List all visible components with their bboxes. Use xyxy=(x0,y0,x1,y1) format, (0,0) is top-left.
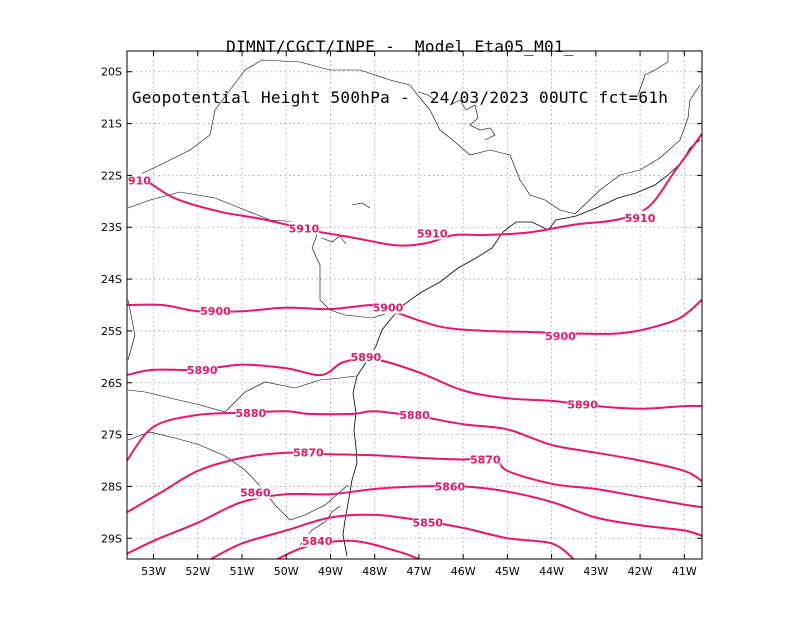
x-tick-label: 50W xyxy=(274,565,299,578)
contour-label: 5890 xyxy=(567,399,598,412)
y-tick-label: 29S xyxy=(101,532,122,545)
y-tick-label: 25S xyxy=(101,325,122,338)
x-tick-label: 48W xyxy=(362,565,387,578)
contour-label: 5860 xyxy=(435,480,466,493)
title-line-1: DIMNT/CGCT/INPE - Model Eta05_M01_ xyxy=(226,37,574,56)
contour-label: 5890 xyxy=(187,364,218,377)
x-tick-label: 44W xyxy=(539,565,564,578)
contour-label: 5870 xyxy=(293,447,324,460)
x-tick-label: 43W xyxy=(583,565,608,578)
y-axis: 20S 21S 22S 23S 24S 25S 26S 27S 28S 29S xyxy=(101,66,702,545)
y-tick-label: 22S xyxy=(101,169,122,182)
x-tick-label: 49W xyxy=(318,565,343,578)
contour-label: 5910 xyxy=(625,212,656,225)
contour-label: 5900 xyxy=(545,330,576,343)
contour-label: 5890 xyxy=(351,351,382,364)
x-tick-label: 51W xyxy=(230,565,255,578)
x-tick-label: 52W xyxy=(185,565,210,578)
contour-label-bg xyxy=(200,304,231,318)
geopotential-contours xyxy=(126,133,703,560)
plot-frame xyxy=(126,50,703,560)
contour-5870 xyxy=(126,451,703,514)
contour-label-bg xyxy=(293,445,324,459)
contour-label-bg xyxy=(240,485,271,499)
contour-label-bg xyxy=(288,221,319,235)
x-tick-label: 47W xyxy=(406,565,431,578)
contour-5850 xyxy=(210,513,575,560)
y-tick-label: 21S xyxy=(101,118,122,131)
x-tick-label: 45W xyxy=(495,565,520,578)
state-border-mg-es xyxy=(637,52,669,96)
reservoir xyxy=(321,91,496,245)
contour-5890 xyxy=(126,357,703,410)
state-border-pr-sc xyxy=(127,375,357,413)
contour-label-bg xyxy=(470,452,501,466)
contour-label: 5900 xyxy=(200,305,231,318)
plot-title: DIMNT/CGCT/INPE - Model Eta05_M01_ Geopo… xyxy=(0,4,800,123)
contour-label-bg xyxy=(625,210,656,224)
contour-5840 xyxy=(276,539,420,560)
contour-label-bg xyxy=(235,405,266,419)
contour-5880 xyxy=(126,410,703,483)
x-tick-label: 42W xyxy=(628,565,653,578)
contour-5910 xyxy=(126,133,703,247)
title-line-2: Geopotential Height 500hPa - 24/03/2023 … xyxy=(131,88,669,107)
y-tick-label: 27S xyxy=(101,429,122,442)
state-border-sc-rs xyxy=(127,431,349,521)
coastline xyxy=(342,139,701,557)
contour-label: 5870 xyxy=(470,453,501,466)
contour-label-bg xyxy=(350,349,381,363)
state-border-mg-rj xyxy=(574,84,701,215)
y-tick-label: 26S xyxy=(101,377,122,390)
x-tick-label: 41W xyxy=(672,565,697,578)
y-tick-label: 23S xyxy=(101,221,122,234)
state-border-sp-mg xyxy=(127,59,576,215)
contour-label-bg xyxy=(567,397,598,411)
contour-label: 5900 xyxy=(373,302,404,315)
contour-label: 5860 xyxy=(240,487,271,500)
contour-label-bg xyxy=(187,362,218,376)
contour-5860 xyxy=(126,484,703,555)
contour-label-bg xyxy=(127,173,150,187)
contour-label-bg xyxy=(399,407,430,421)
contour-label-bg xyxy=(545,329,576,343)
coastline-and-borders xyxy=(127,52,701,557)
contour-label-bg xyxy=(302,533,333,547)
contour-label-bg xyxy=(372,300,403,314)
country-border-paraguay xyxy=(127,299,136,361)
y-tick-label: 24S xyxy=(101,273,122,286)
y-tick-label: 20S xyxy=(101,66,122,79)
contour-labels: 910 5910 5910 5910 5900 5900 5900 5890 5890 5890 5… xyxy=(127,173,656,548)
y-tick-label: 28S xyxy=(101,480,122,493)
contour-label: 910 xyxy=(128,175,151,188)
x-tick-label: 53W xyxy=(141,565,166,578)
contour-label-bg xyxy=(434,479,465,493)
contour-label: 5850 xyxy=(412,517,443,530)
contour-label: 5910 xyxy=(417,227,448,240)
x-tick-label: 46W xyxy=(451,565,476,578)
contour-label: 5880 xyxy=(236,407,267,420)
contour-label-bg xyxy=(412,515,443,529)
contour-label: 5880 xyxy=(399,409,430,422)
x-axis: 53W 52W 51W 50W 49W 48W 47W 46W 45W 44W 43W 42W 41W xyxy=(141,51,697,578)
contour-label: 5910 xyxy=(289,222,320,235)
state-border-sp-pr xyxy=(127,191,386,319)
contour-label: 5840 xyxy=(302,535,333,548)
lat-lon-grid xyxy=(127,51,702,559)
contour-label-bg xyxy=(417,226,448,240)
